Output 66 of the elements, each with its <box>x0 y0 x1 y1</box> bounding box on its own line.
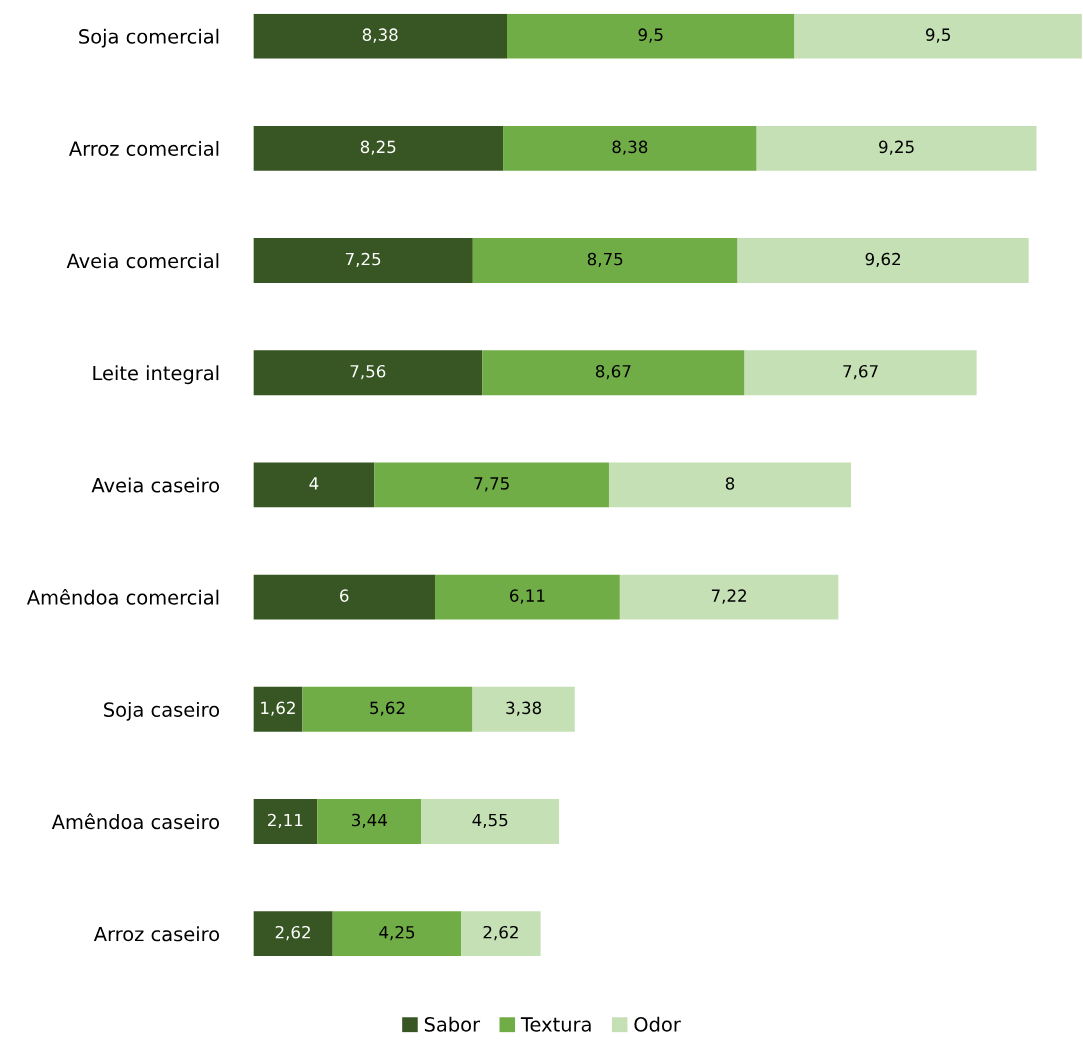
data-label: 7,67 <box>843 364 878 380</box>
legend-label: Textura <box>520 1017 591 1032</box>
y-tick-label: Soja comercial <box>79 28 219 48</box>
y-tick-label: Aveia caseiro <box>91 477 220 493</box>
data-label: 9,25 <box>879 140 914 155</box>
bar <box>253 238 473 283</box>
data-label: 3,44 <box>352 813 387 829</box>
bar <box>253 13 507 59</box>
data-label: 9,62 <box>865 252 900 268</box>
y-tick-label: Amêndoa comercial <box>26 588 219 605</box>
data-label: 8,38 <box>362 28 398 43</box>
bar <box>317 799 422 844</box>
y-tick-label: Amêndoa caseiro <box>51 813 220 830</box>
y-tick-label: Arroz caseiro <box>93 926 220 942</box>
data-label: 7,56 <box>350 364 386 380</box>
data-label: 8 <box>725 477 735 490</box>
data-label: 2,62 <box>483 925 518 941</box>
data-label: 2,11 <box>268 813 303 829</box>
bar <box>756 125 1037 171</box>
bar <box>461 911 541 957</box>
data-label: 4,55 <box>472 813 508 829</box>
y-tick-label: Leite integral <box>93 365 219 385</box>
legend-label: Odor <box>634 1016 681 1032</box>
bar <box>253 574 435 620</box>
data-label: 8,38 <box>612 140 648 155</box>
bar <box>253 799 318 844</box>
data-label: 4,25 <box>379 925 415 941</box>
data-label: 5,62 <box>370 701 405 716</box>
bar <box>421 799 560 844</box>
data-label: 2,62 <box>275 925 310 941</box>
y-tick-label: Soja caseiro <box>104 701 220 721</box>
data-label: 9,5 <box>638 28 663 43</box>
data-label: 4 <box>309 477 319 490</box>
data-label: 6 <box>340 589 349 602</box>
bar <box>472 238 738 283</box>
legend-label: Sabor <box>424 1016 481 1032</box>
bar <box>302 686 473 732</box>
data-label: 1,62 <box>261 701 295 716</box>
bar <box>253 350 483 396</box>
bar <box>253 911 333 957</box>
bar <box>332 911 462 957</box>
bar <box>608 462 852 508</box>
bar <box>253 462 375 508</box>
bar <box>482 350 745 396</box>
bar <box>253 125 504 171</box>
bar <box>506 13 795 59</box>
data-label: 7,22 <box>711 589 746 604</box>
bar <box>737 238 1029 283</box>
bar <box>503 125 757 171</box>
data-label: 8,25 <box>360 140 396 155</box>
data-label: 7,25 <box>345 252 381 268</box>
data-label: 8,67 <box>595 364 631 380</box>
bar <box>794 13 1082 59</box>
bar <box>434 574 620 620</box>
data-label: 8,75 <box>587 252 623 268</box>
data-label: 7,75 <box>474 477 509 492</box>
data-label: 6,11 <box>510 589 545 604</box>
data-label: 3,38 <box>506 701 542 716</box>
y-tick-label: Aveia comercial <box>66 253 219 269</box>
data-label: 9,5 <box>925 28 950 43</box>
bar <box>253 686 303 732</box>
bar <box>744 350 977 396</box>
bar <box>472 686 575 732</box>
bar <box>619 574 839 620</box>
bar <box>374 462 609 508</box>
y-tick-label: Arroz comercial <box>68 140 219 156</box>
